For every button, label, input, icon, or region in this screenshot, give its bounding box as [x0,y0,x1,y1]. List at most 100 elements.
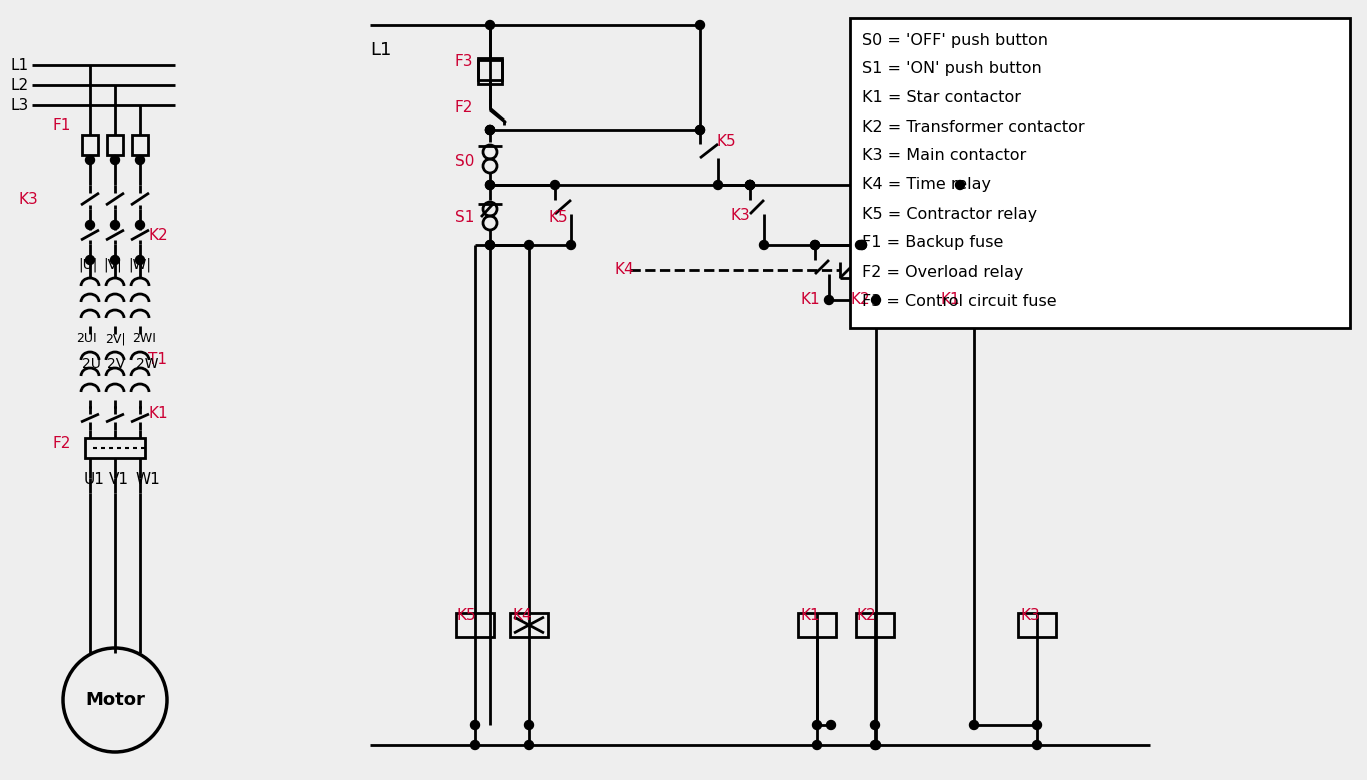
Circle shape [485,240,495,250]
Circle shape [485,126,495,134]
Circle shape [551,180,559,190]
Circle shape [86,155,94,165]
Bar [856,613,894,637]
Circle shape [827,721,835,729]
Circle shape [745,180,755,190]
Circle shape [566,240,576,250]
Text: |U|: |U| [78,257,97,272]
Text: L2: L2 [10,77,29,93]
Text: S1 = 'ON' push button: S1 = 'ON' push button [863,62,1042,76]
Circle shape [86,221,94,229]
Circle shape [485,240,495,250]
Circle shape [485,180,495,190]
Bar [510,613,548,637]
Circle shape [857,240,867,250]
Circle shape [1032,740,1042,750]
Circle shape [872,740,880,750]
Text: K5 = Contractor relay: K5 = Contractor relay [863,207,1038,222]
Bar [107,135,123,155]
Circle shape [811,240,819,250]
Text: K1 = Star contactor: K1 = Star contactor [863,90,1021,105]
Text: S1: S1 [455,210,474,225]
Text: F1 = Backup fuse: F1 = Backup fuse [863,236,1003,250]
Circle shape [856,240,864,250]
Bar [850,18,1351,328]
Text: K2: K2 [148,228,168,243]
Bar [133,135,148,155]
Bar [478,58,502,80]
Text: S0: S0 [455,154,474,169]
Circle shape [470,740,480,750]
Circle shape [745,180,755,190]
Circle shape [86,256,94,264]
Circle shape [485,126,495,134]
Circle shape [485,126,495,134]
Circle shape [871,740,879,750]
Text: T1: T1 [148,352,167,367]
Circle shape [135,221,145,229]
Circle shape [714,180,723,190]
Text: K4 = Time relay: K4 = Time relay [863,178,991,193]
Circle shape [745,180,755,190]
Text: K3: K3 [1020,608,1040,622]
Text: K5: K5 [716,134,735,150]
Text: K5: K5 [457,608,476,622]
Bar [457,613,493,637]
Text: K3 = Main contactor: K3 = Main contactor [863,148,1027,164]
Circle shape [485,20,495,30]
Text: 2UI: 2UI [77,332,97,346]
Text: |V|: |V| [103,257,122,272]
Circle shape [135,155,145,165]
Circle shape [811,240,819,250]
Text: K1: K1 [940,292,960,307]
Text: F3: F3 [455,55,473,69]
Circle shape [812,740,822,750]
Circle shape [525,240,533,250]
Text: 2V|: 2V| [105,332,126,346]
Text: 2U: 2U [82,357,101,371]
Text: K3: K3 [18,193,38,207]
Circle shape [525,740,533,750]
Circle shape [745,180,755,190]
Text: K1: K1 [800,608,820,622]
Text: L1: L1 [10,58,29,73]
Text: F2: F2 [455,101,473,115]
Text: Motor: Motor [85,691,145,709]
Text: K4: K4 [513,608,532,622]
Text: F2 = Overload relay: F2 = Overload relay [863,264,1024,279]
Circle shape [956,180,965,190]
Text: |W|: |W| [128,257,150,272]
Circle shape [760,240,768,250]
Circle shape [969,721,979,729]
Text: K1: K1 [148,406,168,420]
Circle shape [696,126,704,134]
Bar [85,438,145,458]
Circle shape [871,721,879,729]
Text: F1: F1 [52,118,70,133]
Text: L1: L1 [370,41,391,59]
Bar [478,60,502,84]
Text: V1: V1 [109,473,128,488]
Circle shape [135,256,145,264]
Text: 2W: 2W [135,357,159,371]
Text: K3: K3 [730,207,749,222]
Circle shape [485,180,495,190]
Text: K1: K1 [800,292,820,307]
Text: L3: L3 [10,98,29,112]
Circle shape [111,221,119,229]
Circle shape [872,296,880,304]
Text: F3 = Control circuit fuse: F3 = Control circuit fuse [863,293,1057,309]
Text: 2WI: 2WI [133,332,156,346]
Circle shape [111,256,119,264]
Bar [82,135,98,155]
Text: K4: K4 [615,263,634,278]
Circle shape [824,296,834,304]
Text: K2 = Transformer contactor: K2 = Transformer contactor [863,119,1084,134]
Text: F2: F2 [52,435,70,451]
Circle shape [696,20,704,30]
Circle shape [525,721,533,729]
Circle shape [1032,721,1042,729]
Text: S0 = 'OFF' push button: S0 = 'OFF' push button [863,33,1048,48]
Circle shape [470,721,480,729]
Text: W1: W1 [135,473,161,488]
